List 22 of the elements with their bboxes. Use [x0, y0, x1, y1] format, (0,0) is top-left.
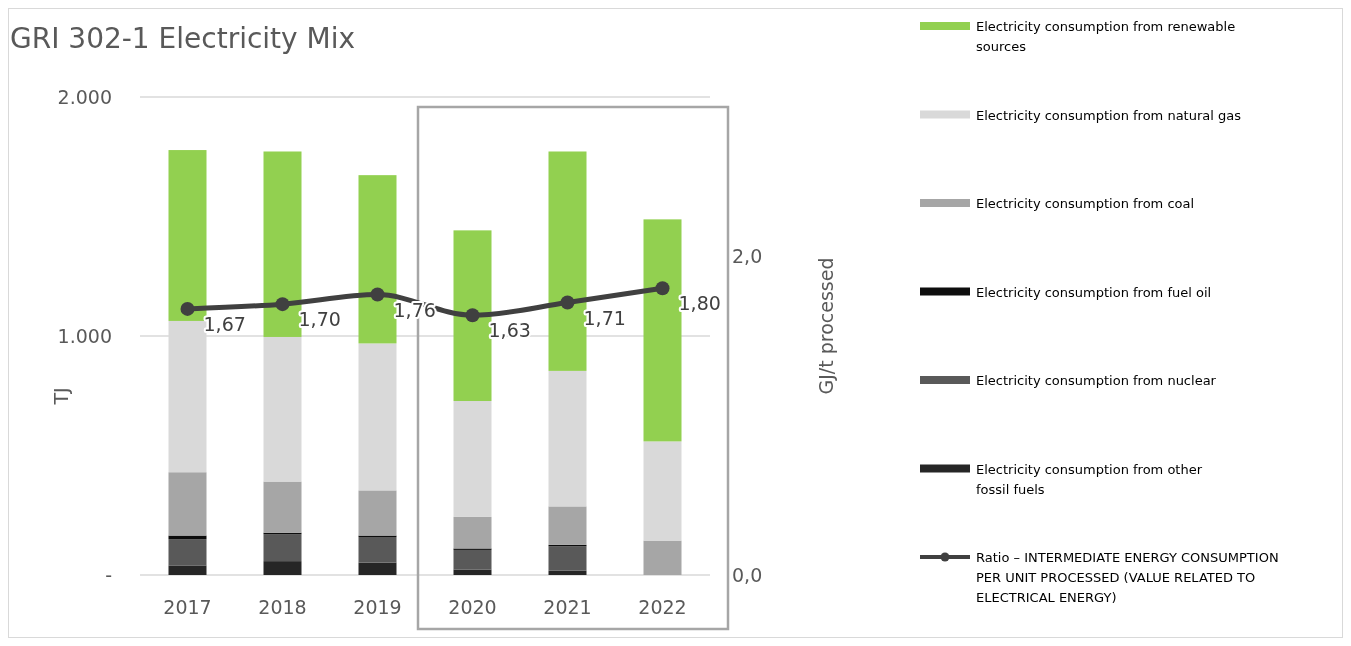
y-axis-title: TJ: [50, 387, 72, 406]
legend-label: Electricity consumption from renewable sources: [976, 19, 1236, 54]
legend-label: Ratio – INTERMEDIATE ENERGY CONSUMPTION PER UNIT PROCESSED (VALUE RELATED TO ELECTRICAL ENERGY): [976, 550, 1279, 605]
y-tick-label: -: [105, 564, 112, 586]
y2-tick-label: 2,0: [732, 245, 763, 268]
x-tick-label: 2020: [448, 596, 497, 618]
y-tick-label: 1.000: [57, 325, 112, 347]
x-tick-label: 2017: [163, 596, 212, 618]
x-tick-label: 2018: [258, 596, 307, 618]
y2-axis-title: GJ/t processed: [815, 257, 837, 395]
y-tick-label: 2.000: [57, 86, 112, 108]
y2-tick-label: 0,0: [732, 564, 763, 586]
x-tick-label: 2022: [638, 596, 687, 618]
data-label: 1,67: [203, 312, 246, 335]
legend-label: Electricity consumption from nuclear: [976, 373, 1217, 388]
legend-label: Electricity consumption from natural gas: [976, 107, 1242, 123]
x-tick-label: 2021: [543, 596, 592, 618]
legend-label: Electricity consumption from other fossil fuels: [976, 461, 1203, 497]
legend-label: Electricity consumption from fuel oil: [976, 284, 1212, 300]
legend-label: Electricity consumption from coal: [976, 196, 1195, 211]
chart-title: GRI 302-1 Electricity Mix: [10, 22, 356, 55]
x-tick-label: 2019: [353, 596, 402, 618]
